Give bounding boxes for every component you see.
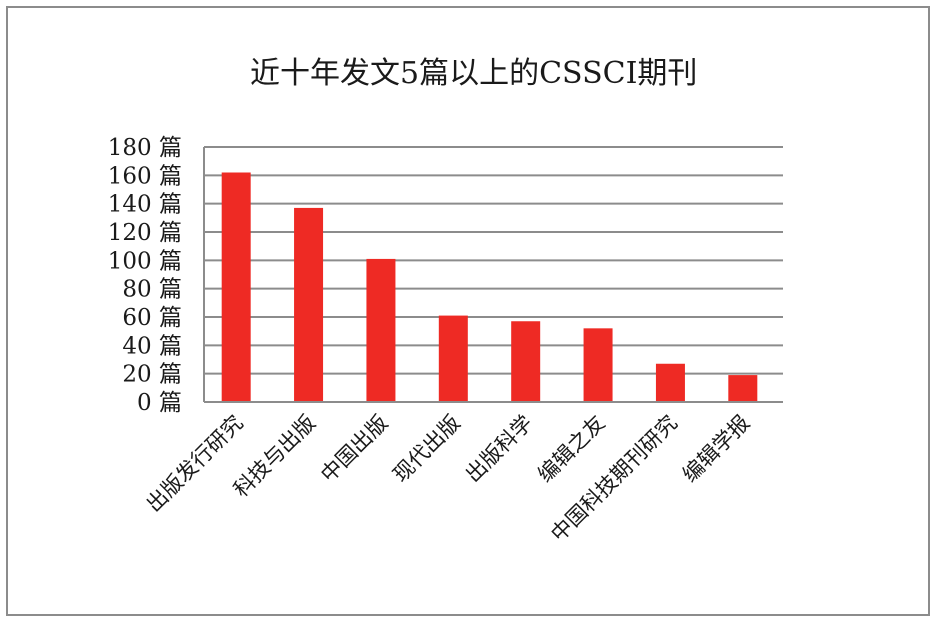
bar (294, 207, 324, 402)
bars (221, 172, 758, 402)
y-tick-label: 100 篇 (108, 248, 182, 274)
y-tick-label: 120 篇 (108, 220, 182, 246)
bar (583, 328, 613, 402)
bar (511, 321, 541, 402)
y-tick-label: 140 篇 (108, 192, 182, 218)
y-tick-label: 160 篇 (108, 163, 182, 189)
y-tick-label: 180 篇 (108, 135, 182, 161)
x-tick-label: 中国出版 (316, 411, 392, 487)
x-tick-label: 现代出版 (388, 411, 464, 487)
y-tick-label: 60 篇 (122, 305, 182, 331)
y-tick-label: 80 篇 (122, 277, 182, 303)
bar (655, 363, 685, 402)
bar (366, 258, 396, 402)
gridlines (204, 146, 783, 375)
x-tick-label: 出版发行研究 (142, 411, 248, 517)
x-tick-label: 编辑学报 (678, 411, 754, 487)
chart-frame (6, 6, 930, 616)
y-tick-label: 40 篇 (122, 333, 182, 359)
bar (221, 172, 251, 402)
x-tick-label: 中国科技期刊研究 (546, 411, 682, 547)
y-tick-label: 0 篇 (137, 390, 182, 416)
chart-title: 近十年发文5篇以上的CSSCI期刊 (250, 56, 698, 91)
x-tick-label: 出版科学 (461, 411, 537, 487)
y-tick-label: 20 篇 (122, 362, 182, 388)
x-tick-label: 编辑之友 (533, 411, 609, 487)
bar (728, 375, 758, 402)
bar (438, 315, 468, 402)
